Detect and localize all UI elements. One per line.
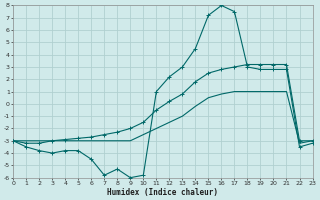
X-axis label: Humidex (Indice chaleur): Humidex (Indice chaleur) bbox=[108, 188, 218, 197]
